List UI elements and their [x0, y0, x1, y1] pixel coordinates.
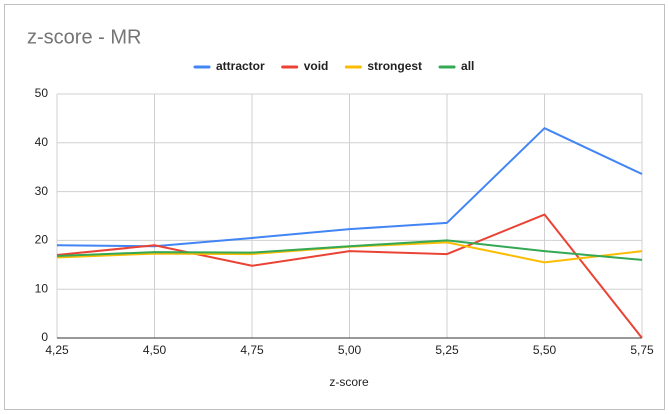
y-tick-label: 40: [35, 135, 49, 149]
legend-label: void: [304, 59, 329, 73]
series-line: [56, 239, 643, 261]
x-tick-label: 5,50: [533, 343, 557, 357]
y-tick-label: 20: [35, 233, 49, 247]
y-tick-label: 30: [35, 184, 49, 198]
legend-label: attractor: [216, 59, 265, 73]
series-line: [56, 213, 643, 339]
chart-title: z-score - MR: [27, 26, 141, 48]
x-tick-label: 4,25: [45, 343, 69, 357]
legend-label: all: [461, 59, 474, 73]
x-tick-label: 5,25: [435, 343, 459, 357]
y-tick-label: 0: [41, 330, 48, 344]
y-tick-label: 50: [35, 86, 49, 100]
x-tick-label: 4,50: [143, 343, 167, 357]
x-tick-label: 4,75: [240, 343, 264, 357]
x-tick-label: 5,75: [630, 343, 654, 357]
x-tick-label: 5,00: [338, 343, 362, 357]
y-tick-label: 10: [35, 281, 49, 295]
x-axis-title: z-score: [329, 375, 369, 389]
chart-frame: [4, 4, 665, 410]
legend-label: strongest: [367, 59, 422, 73]
